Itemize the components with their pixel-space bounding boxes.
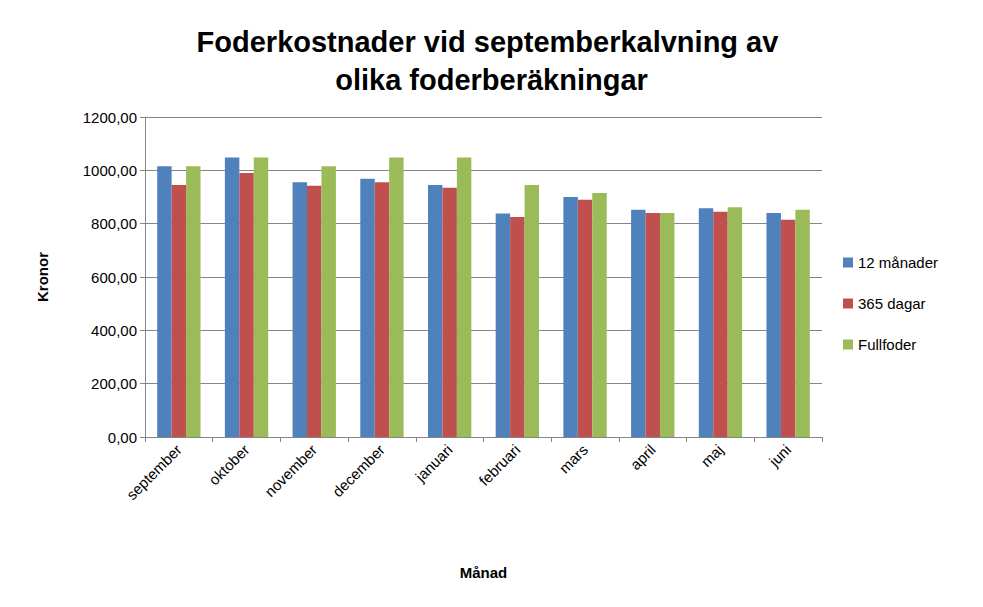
svg-text:mars: mars — [555, 441, 591, 477]
svg-text:365 dagar: 365 dagar — [858, 295, 926, 312]
svg-text:olika foderberäkningar: olika foderberäkningar — [335, 64, 648, 96]
svg-text:januari: januari — [411, 441, 456, 486]
svg-text:februari: februari — [475, 441, 523, 489]
svg-text:april: april — [627, 441, 659, 473]
svg-text:800,00: 800,00 — [91, 215, 137, 232]
svg-text:Fullfoder: Fullfoder — [858, 336, 916, 353]
svg-text:600,00: 600,00 — [91, 269, 137, 286]
svg-text:november: november — [261, 441, 320, 500]
svg-text:juni: juni — [765, 441, 794, 470]
svg-text:1200,00: 1200,00 — [83, 109, 137, 126]
svg-text:december: december — [329, 441, 388, 500]
svg-text:Foderkostnader vid septemberka: Foderkostnader vid septemberkalvning av — [197, 26, 787, 58]
svg-text:september: september — [123, 441, 185, 503]
svg-text:maj: maj — [697, 441, 726, 470]
svg-text:200,00: 200,00 — [91, 375, 137, 392]
svg-text:Månad: Månad — [460, 564, 508, 581]
svg-text:0,00: 0,00 — [108, 429, 137, 446]
svg-text:400,00: 400,00 — [91, 322, 137, 339]
svg-text:Kronor: Kronor — [34, 252, 51, 302]
svg-text:oktober: oktober — [205, 441, 252, 488]
svg-text:1000,00: 1000,00 — [83, 162, 137, 179]
svg-text:12 månader: 12 månader — [858, 254, 938, 271]
